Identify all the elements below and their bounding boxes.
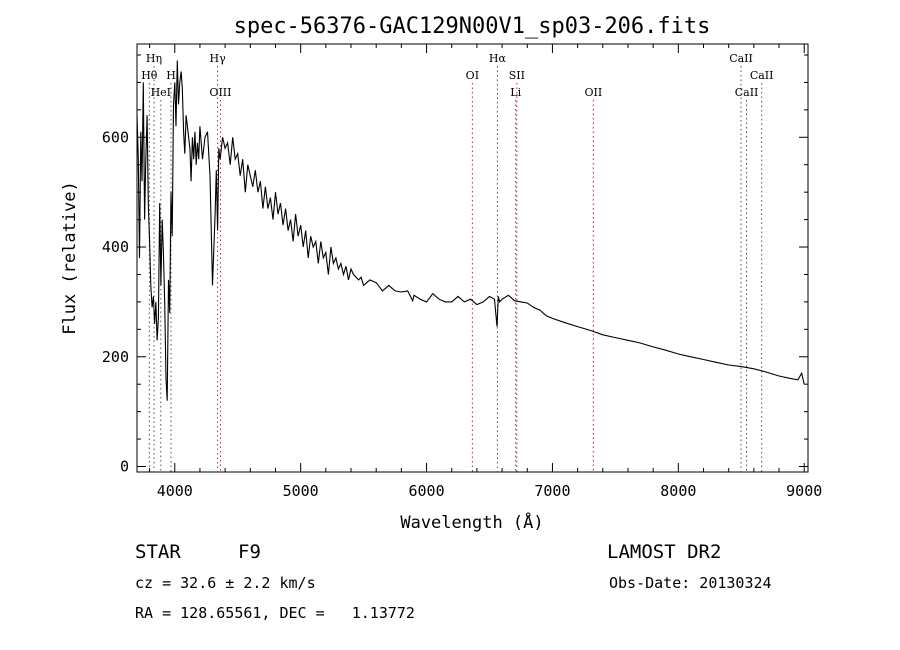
y-tick-label: 200 [102,348,129,366]
spectral-line-label: CaII [750,69,774,82]
spectral-line-label: Hγ [209,52,226,65]
spectral-line-label: Li [510,86,521,99]
x-tick-label: 9000 [786,482,822,500]
x-tick-label: 7000 [534,482,570,500]
object-type: STAR [135,541,181,563]
spectral-line-label: Hα [489,52,507,65]
spectral-line-label: HeI [151,86,171,99]
y-axis-label: Flux (relative) [60,181,80,335]
spectral-line-label: OII [584,86,602,99]
spectral-subclass: F9 [238,541,261,563]
survey-name: LAMOST DR2 [607,541,722,563]
chart-title: spec-56376-GAC129N00V1_sp03-206.fits [234,14,711,39]
x-tick-label: 6000 [408,482,444,500]
x-tick-label: 5000 [283,482,319,500]
plot-frame [136,43,809,473]
spectral-line-label: CaII [735,86,759,99]
spectrum-line [136,60,805,401]
y-axis: 0 200 400 600 [102,54,808,476]
spectral-line-label: CaII [729,52,753,65]
spectral-line-label: Hθ [141,69,158,82]
x-tick-label: 4000 [157,482,193,500]
spectral-line-label: SII [509,69,525,82]
y-tick-label: 600 [102,128,129,146]
spectral-line-label: Hη [146,52,162,65]
y-tick-label: 400 [102,238,129,256]
x-axis-label: Wavelength (Å) [400,511,543,533]
observation-date: Obs-Date: 20130324 [609,574,772,592]
sky-coordinates: RA = 128.65561, DEC = 1.13772 [135,604,415,622]
y-tick-label: 0 [120,458,129,476]
x-axis: 4000 5000 6000 7000 8000 9000 [149,44,822,500]
redshift-velocity: cz = 32.6 ± 2.2 km/s [135,574,316,592]
spectral-line-label: OI [466,69,479,82]
spectral-line-label: H [166,69,176,82]
spectral-line-label: OIII [209,86,231,99]
x-tick-label: 8000 [660,482,696,500]
